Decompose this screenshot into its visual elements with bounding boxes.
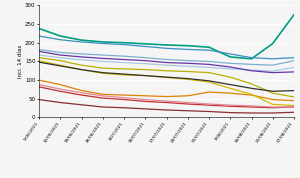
Y-axis label: Inci. 14 días: Inci. 14 días	[18, 45, 23, 78]
